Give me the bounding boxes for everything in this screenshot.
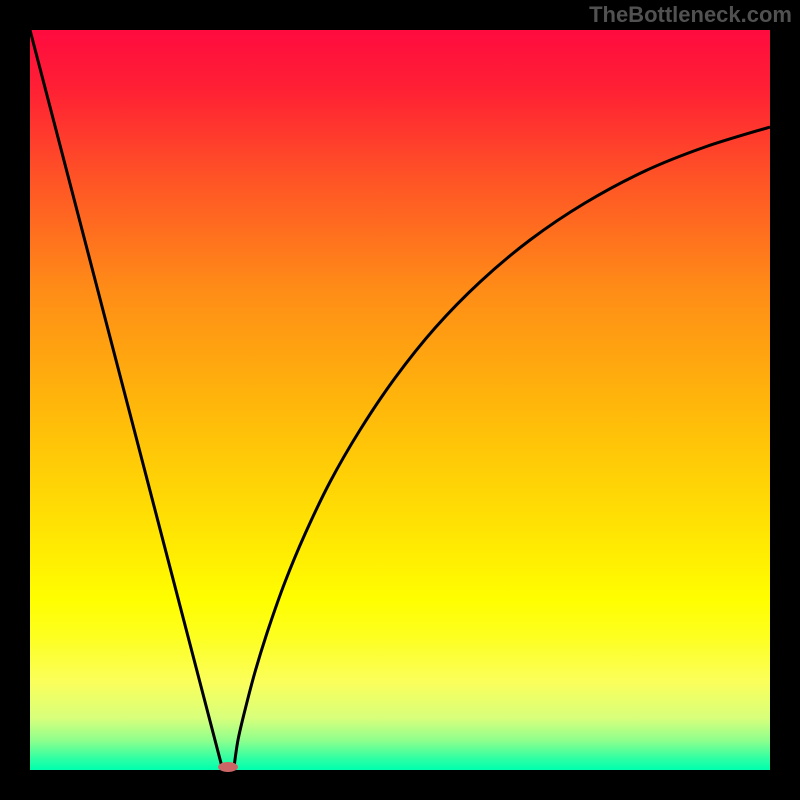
gradient-background [30,30,770,770]
bottleneck-chart [0,0,800,800]
watermark-text: TheBottleneck.com [589,2,792,28]
minimum-marker [218,762,238,772]
chart-container: TheBottleneck.com [0,0,800,800]
